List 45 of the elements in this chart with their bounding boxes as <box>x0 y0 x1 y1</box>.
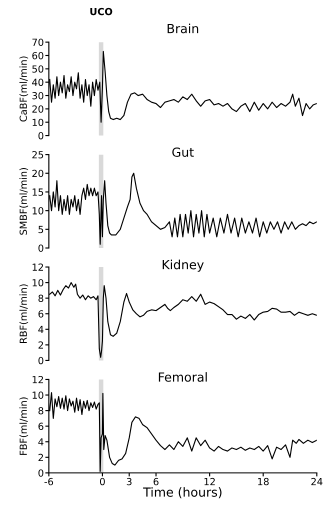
y-tick-label: 20 <box>32 170 44 178</box>
y-tick-label: 70 <box>32 38 44 46</box>
chart-title: Femoral <box>158 372 207 382</box>
x-axis-title: Time (hours) <box>143 487 222 498</box>
y-axis-title: RBF(ml/min) <box>19 284 28 343</box>
y-tick-label: 6 <box>38 310 44 318</box>
y-tick-label: 5 <box>38 226 44 234</box>
chart-title: Gut <box>172 147 194 157</box>
band-label: UCO <box>90 8 112 16</box>
y-axis-title: FBF(ml/min) <box>19 397 28 455</box>
y-tick-label: 60 <box>32 52 44 60</box>
x-tick-label: -6 <box>44 478 54 486</box>
x-tick-label: 12 <box>204 478 215 486</box>
x-tick-label: 3 <box>126 478 132 486</box>
y-tick-label: 10 <box>32 118 44 126</box>
x-tick-label: 0 <box>100 478 105 486</box>
chart-title: Brain <box>168 24 198 34</box>
y-tick-label: 0 <box>38 244 44 252</box>
y-tick-label: 0 <box>38 356 44 364</box>
y-tick-label: 50 <box>32 65 44 73</box>
y-tick-label: 10 <box>32 207 44 214</box>
y-tick-label: 2 <box>38 341 44 349</box>
y-tick-label: 8 <box>38 294 44 302</box>
y-tick-label: 40 <box>32 78 44 86</box>
y-tick-label: 12 <box>32 264 44 271</box>
y-tick-label: 0 <box>38 132 44 140</box>
y-tick-label: 4 <box>38 326 44 333</box>
y-tick-label: 4 <box>38 438 44 446</box>
y-axis-title: SMBF(ml/min) <box>19 168 28 235</box>
y-tick-label: 15 <box>32 188 44 196</box>
x-tick-label: 18 <box>258 478 269 486</box>
x-tick-label: 6 <box>154 478 159 486</box>
y-tick-label: 10 <box>32 279 44 286</box>
x-tick-label: 24 <box>311 478 322 486</box>
y-tick-label: 30 <box>32 92 44 100</box>
y-tick-label: 20 <box>32 105 44 113</box>
y-tick-label: 10 <box>32 392 44 399</box>
y-tick-label: 8 <box>38 407 44 414</box>
y-tick-label: 25 <box>32 151 44 158</box>
chart-title: Kidney <box>162 260 204 272</box>
y-tick-label: 6 <box>38 422 44 430</box>
y-tick-label: 2 <box>38 454 44 462</box>
y-tick-label: 12 <box>32 376 44 384</box>
y-axis-title: CaBF(ml/min) <box>19 56 28 122</box>
y-tick-label: 0 <box>38 469 44 477</box>
